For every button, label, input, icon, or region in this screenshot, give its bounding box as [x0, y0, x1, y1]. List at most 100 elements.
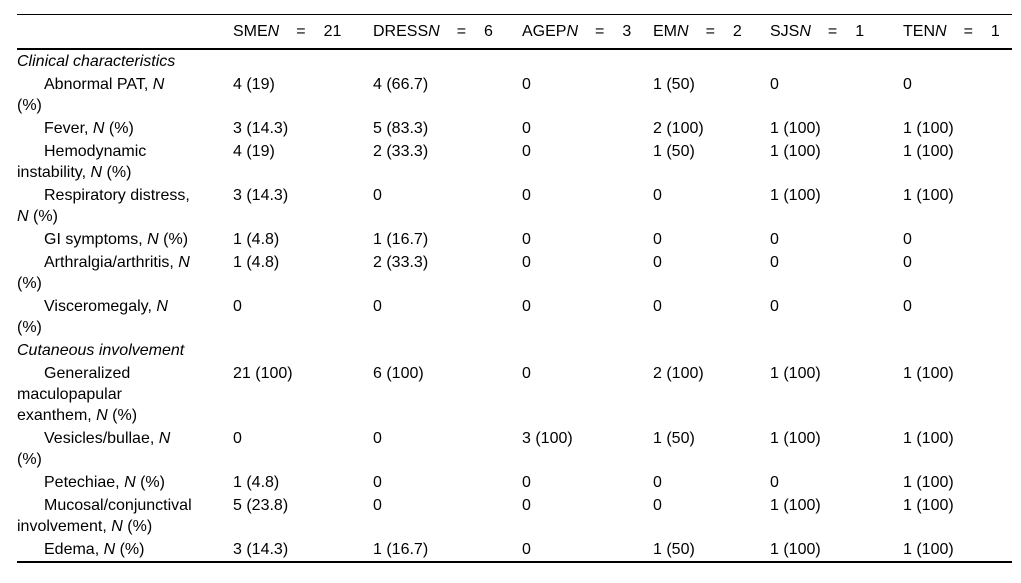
column-n-label: N	[267, 23, 280, 40]
table-row: Visceromegaly, N (%) 0 0 0 0 0 0	[17, 295, 1012, 339]
row-label-text: instability,	[17, 164, 91, 181]
table-header-row: SMEN = 21 DRESSN = 6 AGEPN = 3 EMN = 2 SJSN = 1 TE…	[17, 14, 1012, 50]
empty-cell	[770, 339, 903, 362]
value-cell: 0	[903, 228, 1012, 251]
row-label-n: N	[103, 541, 116, 558]
value-cell: 3 (14.3)	[233, 538, 373, 562]
row-label-line: Hemodynamic	[17, 141, 233, 162]
empty-cell	[903, 339, 1012, 362]
value-cell: 0	[373, 295, 522, 339]
value-cell: 0	[522, 140, 653, 184]
empty-cell	[373, 49, 522, 73]
cell-value: 0	[522, 365, 531, 382]
column-header-dress: DRESSN = 6	[373, 14, 522, 50]
column-n-label: N	[799, 23, 811, 40]
cell-value: 1 (100)	[903, 474, 954, 491]
cell-value: 1 (4.8)	[233, 231, 280, 248]
value-cell: 0	[233, 295, 373, 339]
row-label-line: GI symptoms, N (%)	[17, 229, 233, 250]
cell-value: 0	[653, 254, 662, 271]
cell-value: 1 (50)	[653, 76, 695, 93]
cell-value: 0	[770, 76, 779, 93]
column-group-label: DRESS	[373, 23, 429, 40]
row-label-n: N	[111, 518, 123, 535]
row-label-text: (%)	[122, 518, 153, 535]
value-cell: 1 (50)	[653, 427, 770, 471]
cell-value: 0	[522, 298, 531, 315]
row-label-n: N	[96, 407, 108, 424]
cell-value: 0	[522, 254, 531, 271]
cell-value: 2 (100)	[653, 120, 704, 137]
row-label-cell: Arthralgia/arthritis, N (%)	[17, 251, 233, 295]
cell-value: 1 (100)	[903, 187, 954, 204]
table-row: Fever, N (%) 3 (14.3) 5 (83.3) 0 2 (100) 1 (1…	[17, 117, 1012, 140]
empty-cell	[522, 339, 653, 362]
cell-value: 3 (100)	[522, 430, 573, 447]
cell-value: 1 (50)	[653, 541, 695, 558]
cell-value: 0	[233, 298, 242, 315]
cell-value: 1 (100)	[903, 120, 954, 137]
table-row: Petechiae, N (%) 1 (4.8) 0 0 0 0 1 (100)	[17, 471, 1012, 494]
value-cell: 1 (100)	[903, 362, 1012, 427]
column-group-label: AGEP	[522, 23, 567, 40]
value-cell: 0	[653, 184, 770, 228]
column-group-label: EM	[653, 23, 677, 40]
column-count: 2	[732, 23, 742, 40]
row-label-text: Mucosal/conjunctival	[44, 497, 192, 514]
cell-value: 1 (100)	[770, 497, 821, 514]
cell-value: 0	[653, 187, 662, 204]
cell-value: 1 (100)	[903, 497, 954, 514]
cell-value: 0	[770, 254, 779, 271]
cell-value: 0	[522, 120, 531, 137]
value-cell: 0	[373, 494, 522, 538]
empty-cell	[770, 49, 903, 73]
row-label-cell: GI symptoms, N (%)	[17, 228, 233, 251]
cell-value: 5 (23.8)	[233, 497, 289, 514]
row-label-cell: Hemodynamic instability, N (%)	[17, 140, 233, 184]
value-cell: 0	[522, 184, 653, 228]
value-cell: 0	[522, 494, 653, 538]
row-label-text: (%)	[104, 120, 134, 137]
value-cell: 0	[770, 251, 903, 295]
equals-sign: =	[827, 23, 838, 40]
cell-value: 1 (100)	[770, 143, 821, 160]
value-cell: 21 (100)	[233, 362, 373, 427]
value-cell: 1 (100)	[770, 140, 903, 184]
value-cell: 0	[653, 251, 770, 295]
value-cell: 1 (100)	[903, 184, 1012, 228]
row-label-text: maculopapular	[17, 386, 122, 403]
column-n-label: N	[935, 23, 947, 40]
paper-page: SMEN = 21 DRESSN = 6 AGEPN = 3 EMN = 2 SJSN = 1 TE…	[17, 14, 1012, 563]
cell-value: 1 (16.7)	[373, 541, 429, 558]
value-cell: 0	[233, 427, 373, 471]
row-label-n: N	[152, 76, 165, 93]
value-cell: 0	[373, 427, 522, 471]
row-label-n: N	[90, 164, 103, 181]
table-row: GI symptoms, N (%) 1 (4.8) 1 (16.7) 0 0 0 0	[17, 228, 1012, 251]
table-row: Arthralgia/arthritis, N (%) 1 (4.8) 2 (33.3…	[17, 251, 1012, 295]
cell-value: 1 (100)	[903, 143, 954, 160]
empty-cell	[522, 49, 653, 73]
column-count: 6	[484, 23, 493, 40]
row-label-line: Fever, N (%)	[17, 118, 233, 139]
cell-value: 1 (100)	[770, 120, 821, 137]
value-cell: 0	[522, 251, 653, 295]
table-row: Hemodynamic instability, N (%) 4 (19) 2 (33…	[17, 140, 1012, 184]
cell-value: 3 (14.3)	[233, 120, 289, 137]
row-label-text: Vesicles/bullae,	[44, 430, 159, 447]
value-cell: 1 (50)	[653, 140, 770, 184]
row-label-text: Arthralgia/arthritis,	[44, 254, 179, 271]
empty-cell	[903, 49, 1012, 73]
cell-value: 0	[522, 187, 531, 204]
table-body: Clinical characteristics Abnormal PAT, N(…	[17, 49, 1012, 562]
row-label-line: exanthem, N (%)	[17, 405, 233, 426]
row-label-text: (%)	[102, 164, 132, 181]
value-cell: 1 (100)	[903, 494, 1012, 538]
column-count: 1	[990, 23, 1000, 40]
row-label-cell: Generalized maculopapular exanthem, N (%)	[17, 362, 233, 427]
cell-value: 0	[653, 231, 662, 248]
row-label-cell: Cutaneous involvement	[17, 339, 233, 362]
cell-value: 0	[373, 430, 382, 447]
row-label-text: Generalized	[44, 365, 131, 382]
cell-value: 1 (100)	[903, 430, 954, 447]
